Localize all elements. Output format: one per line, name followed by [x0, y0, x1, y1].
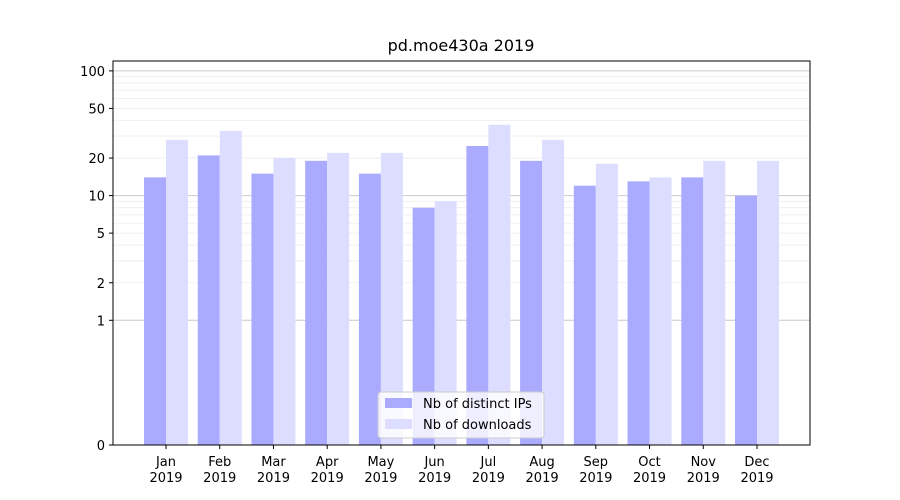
y-tick-label: 10 — [88, 190, 105, 205]
bar-downloads-sep — [595, 163, 618, 445]
bar-distinct-ips-dec — [735, 195, 757, 445]
bar-downloads-mar — [273, 158, 296, 445]
bar-downloads-jul — [488, 124, 511, 445]
x-tick-label-year: 2019 — [687, 471, 720, 486]
x-tick-label-year: 2019 — [203, 471, 236, 486]
axes: 0125102050100Jan2019Feb2019Mar2019Apr201… — [80, 60, 811, 486]
x-tick-label-month: Jul — [480, 455, 497, 470]
x-tick-label-year: 2019 — [418, 471, 451, 486]
x-tick-label-year: 2019 — [740, 471, 773, 486]
y-tick-label: 100 — [80, 65, 105, 80]
bars — [144, 124, 779, 446]
x-tick-label-month: Aug — [529, 455, 554, 470]
bar-distinct-ips-aug — [520, 160, 543, 445]
bar-downloads-aug — [542, 139, 565, 445]
bar-distinct-ips-oct — [627, 181, 650, 445]
x-tick-label-year: 2019 — [633, 471, 666, 486]
legend-swatch — [385, 398, 412, 408]
bar-downloads-nov — [703, 160, 726, 445]
y-tick-label: 0 — [97, 439, 105, 454]
x-tick-label-month: Oct — [638, 455, 660, 470]
bar-downloads-jan — [166, 139, 188, 445]
x-tick-label-year: 2019 — [149, 471, 182, 486]
y-tick-label: 5 — [97, 227, 105, 242]
x-tick-label-year: 2019 — [579, 471, 612, 486]
bar-downloads-dec — [757, 160, 779, 445]
bar-distinct-ips-jul — [466, 145, 489, 446]
chart-title: pd.moe430a 2019 — [388, 36, 535, 55]
x-tick-label-month: Jan — [155, 455, 176, 470]
x-tick-label-month: Dec — [744, 455, 769, 470]
legend-label: Nb of distinct IPs — [423, 397, 532, 412]
bar-distinct-ips-jan — [144, 177, 166, 445]
x-tick-label-month: Mar — [261, 455, 286, 470]
y-tick-label: 1 — [97, 314, 105, 329]
bar-distinct-ips-nov — [681, 177, 704, 445]
x-tick-label-month: Apr — [316, 455, 339, 470]
x-tick-label-year: 2019 — [257, 471, 290, 486]
x-tick-label-year: 2019 — [364, 471, 397, 486]
legend-box — [377, 391, 545, 439]
legend-label: Nb of downloads — [423, 418, 532, 433]
bar-downloads-apr — [327, 152, 350, 445]
x-tick-label-month: Jun — [423, 455, 444, 470]
y-tick-label: 50 — [88, 102, 105, 117]
bar-downloads-may — [380, 152, 403, 445]
x-tick-label-year: 2019 — [526, 471, 559, 486]
y-tick-label: 2 — [97, 277, 105, 292]
x-tick-label-month: Nov — [691, 455, 717, 470]
x-tick-label-month: May — [367, 455, 394, 470]
x-tick-label-month: Feb — [208, 455, 231, 470]
x-tick-label-month: Sep — [584, 455, 609, 470]
x-tick-label-year: 2019 — [311, 471, 344, 486]
bar-downloads-jun — [434, 201, 457, 445]
bar-distinct-ips-feb — [197, 155, 220, 445]
bar-distinct-ips-apr — [305, 160, 328, 445]
bar-distinct-ips-mar — [251, 173, 274, 445]
legend: Nb of distinct IPs Nb of downloads — [377, 391, 545, 439]
x-tick-label-year: 2019 — [472, 471, 505, 486]
y-tick-label: 20 — [88, 152, 105, 167]
plot-frame — [112, 60, 811, 446]
bar-distinct-ips-jun — [412, 207, 435, 445]
legend-swatch — [385, 419, 412, 429]
bar-downloads-feb — [219, 130, 242, 445]
bar-distinct-ips-may — [358, 173, 381, 445]
bar-downloads-oct — [649, 177, 672, 445]
bar-distinct-ips-sep — [573, 185, 596, 445]
